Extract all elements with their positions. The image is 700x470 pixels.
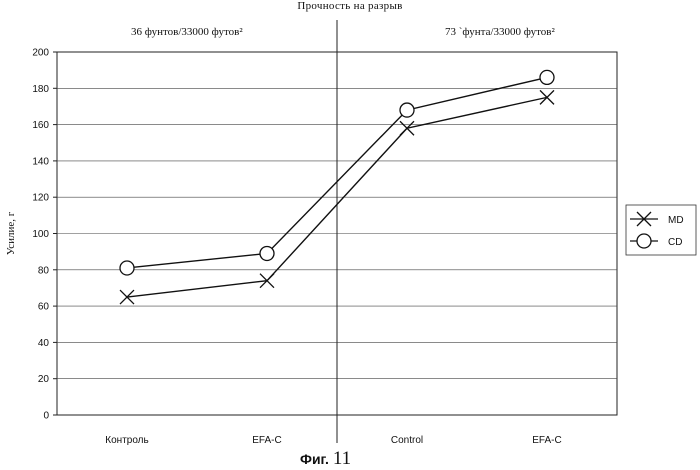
y-tick-label: 0: [43, 411, 49, 422]
y-tick-label: 140: [32, 156, 49, 167]
y-tick-label: 160: [32, 120, 49, 131]
figure-caption-word: Фиг.: [300, 451, 329, 467]
y-tick-label: 60: [38, 302, 50, 313]
data-point-cd: [120, 261, 134, 275]
data-point-cd: [540, 70, 554, 84]
y-tick-label: 20: [38, 374, 50, 385]
x-tick-label: EFA-C: [252, 435, 281, 446]
x-tick-label: EFA-C: [532, 435, 561, 446]
legend-label-md: MD: [668, 215, 684, 226]
x-tick-label: Control: [391, 435, 423, 446]
data-point-md: [540, 90, 554, 104]
y-tick-label: 200: [32, 48, 49, 59]
data-point-cd: [260, 246, 274, 260]
y-tick-label: 40: [38, 338, 50, 349]
data-point-md: [400, 121, 414, 135]
legend-box: [626, 205, 696, 255]
y-tick-label: 180: [32, 84, 49, 95]
y-tick-label: 120: [32, 193, 49, 204]
y-tick-label: 80: [38, 265, 50, 276]
figure-caption: Фиг.11: [300, 448, 351, 470]
data-point-cd: [400, 103, 414, 117]
y-tick-label: 100: [32, 229, 49, 240]
x-tick-label: Контроль: [105, 435, 148, 446]
y-axis-label: Усилие, г: [5, 211, 17, 255]
legend-label-cd: CD: [668, 237, 682, 248]
figure-caption-number: 11: [333, 448, 351, 469]
legend-marker-cd: [637, 234, 651, 248]
